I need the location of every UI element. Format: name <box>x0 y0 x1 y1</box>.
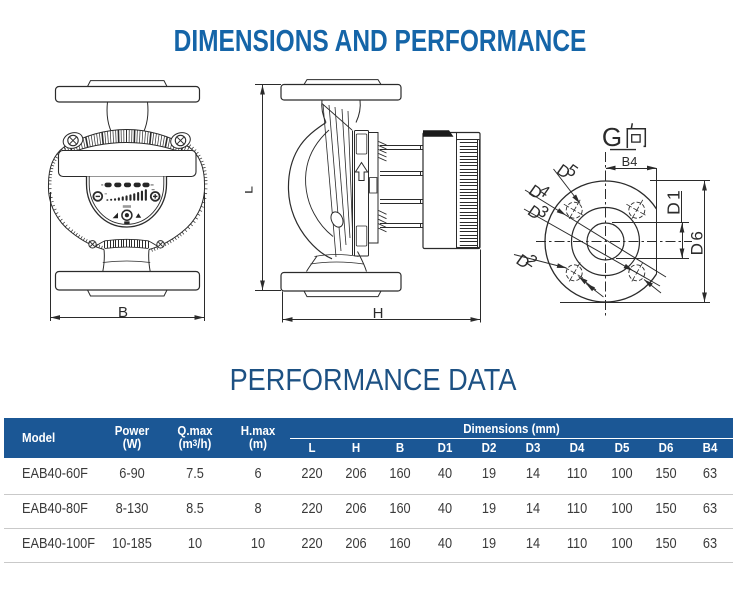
svg-text:G: G <box>602 122 622 152</box>
svg-text:L: L <box>245 186 256 194</box>
svg-text:D6: D6 <box>688 229 707 256</box>
svg-text:D5: D5 <box>553 161 581 183</box>
svg-text:B4: B4 <box>622 154 638 169</box>
svg-text:D1: D1 <box>664 188 684 215</box>
svg-text:D3: D3 <box>524 202 552 224</box>
svg-text:D2: D2 <box>513 251 541 273</box>
svg-text:H: H <box>373 305 384 322</box>
svg-text:B: B <box>118 304 128 321</box>
